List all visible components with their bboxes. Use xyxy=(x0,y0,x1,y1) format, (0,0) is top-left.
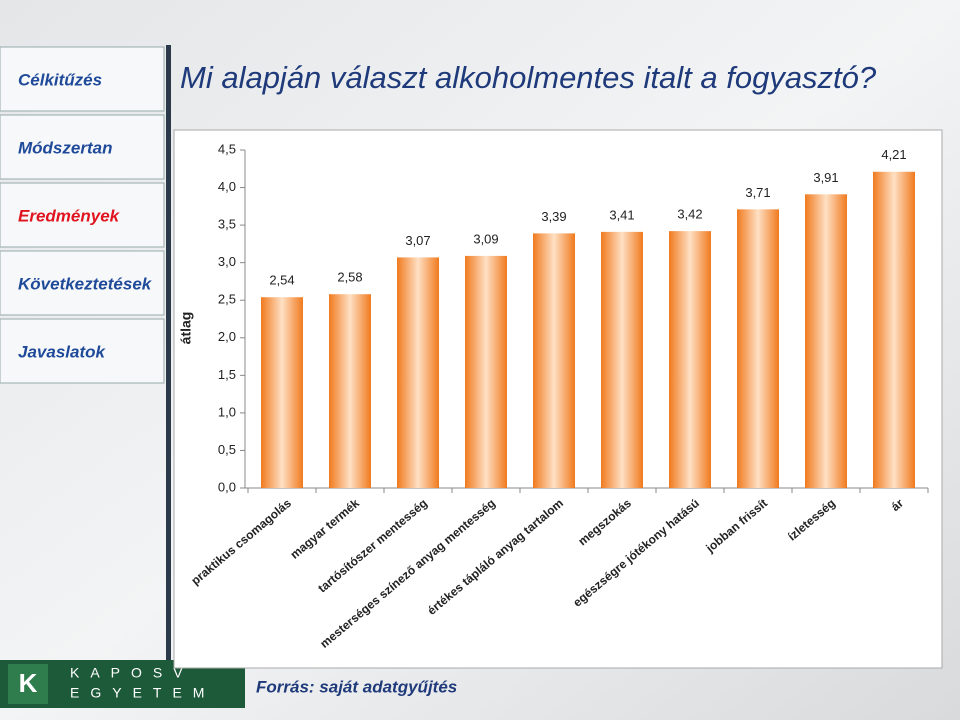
logo-box xyxy=(8,664,48,704)
nav-item[interactable]: Következtetések xyxy=(18,274,153,293)
nav-item[interactable]: Javaslatok xyxy=(18,342,106,361)
bar xyxy=(261,297,303,488)
bar xyxy=(873,171,915,488)
value-label: 3,41 xyxy=(609,207,634,222)
nav-box[interactable] xyxy=(0,318,165,384)
logo-line1: KAPOSV xyxy=(70,665,194,681)
value-label: 3,39 xyxy=(541,209,566,224)
bar xyxy=(533,233,575,488)
y-tick-label: 0,5 xyxy=(218,442,236,457)
value-label: 3,09 xyxy=(473,231,498,246)
value-label: 3,42 xyxy=(677,207,702,222)
logo-letter: K xyxy=(19,668,38,698)
bar xyxy=(601,231,643,489)
value-label: 3,91 xyxy=(813,170,838,185)
y-tick-label: 3,5 xyxy=(218,217,236,232)
y-tick-label: 0,0 xyxy=(218,479,236,494)
nav: Célkitűzés Módszertan Eredmények Következte… xyxy=(0,46,165,384)
y-tick-label: 2,5 xyxy=(218,292,236,307)
value-label: 2,58 xyxy=(337,270,362,285)
value-label: 2,54 xyxy=(269,273,294,288)
bar xyxy=(397,257,439,488)
bar xyxy=(465,255,507,488)
value-label: 3,07 xyxy=(405,233,430,248)
value-label: 4,21 xyxy=(881,147,906,162)
bar xyxy=(805,194,847,488)
divider xyxy=(166,45,171,660)
nav-item[interactable]: Célkitűzés xyxy=(18,70,102,89)
bar xyxy=(669,231,711,488)
y-tick-label: 1,5 xyxy=(218,367,236,382)
nav-box[interactable] xyxy=(0,114,165,180)
y-tick-label: 4,5 xyxy=(218,141,236,156)
title-line: Mi alapján választ alkoholmentes italt a… xyxy=(180,60,877,95)
bar xyxy=(329,294,371,488)
nav-box[interactable] xyxy=(0,46,165,112)
y-tick-label: 3,0 xyxy=(218,254,236,269)
y-tick-label: 1,0 xyxy=(218,404,236,419)
y-tick-label: 2,0 xyxy=(218,329,236,344)
bar xyxy=(737,209,779,489)
source: Forrás: saját adatgyűjtés xyxy=(256,677,457,696)
nav-box[interactable] xyxy=(0,182,165,248)
nav-box[interactable] xyxy=(0,250,165,316)
nav-item[interactable]: Eredmények xyxy=(18,206,121,225)
value-label: 3,71 xyxy=(745,185,770,200)
y-axis-label: átlag xyxy=(178,312,194,345)
logo-line2: EGYETEM xyxy=(70,685,215,701)
nav-item[interactable]: Módszertan xyxy=(18,138,112,157)
y-tick-label: 4,0 xyxy=(218,179,236,194)
